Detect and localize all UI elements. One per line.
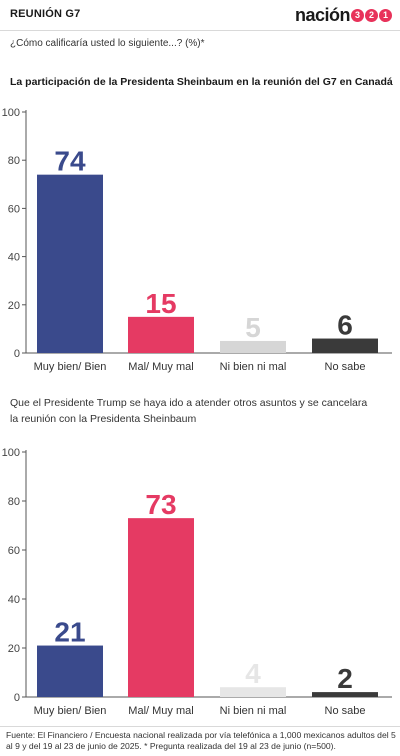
chart1-bar (312, 338, 378, 353)
chart2-title: Que el Presidente Trump se haya ido a at… (10, 397, 368, 425)
chart2-category-label: Muy bien/ Bien (34, 705, 107, 717)
chart1-y-tick-label: 100 (2, 107, 20, 119)
chart2-category-label: Ni bien ni mal (220, 705, 287, 717)
footer: Fuente: El Financiero / Encuesta naciona… (0, 726, 400, 756)
chart2-y-tick-label: 0 (14, 692, 20, 704)
chart2-value-label: 4 (245, 658, 261, 689)
logo-word: nación (294, 4, 351, 25)
chart1-y-tick-label: 40 (8, 252, 20, 264)
chart1-category-label: Mal/ Muy mal (128, 361, 193, 373)
chart1-y-tick-label: 60 (8, 203, 20, 215)
chart2-bar (312, 692, 378, 697)
chart1-bar (220, 340, 286, 353)
chart2-value-label: 73 (145, 489, 176, 520)
chart1-title: La participación de la Presidenta Sheinb… (10, 76, 393, 88)
chart2-y-tick-label: 40 (8, 594, 20, 606)
chart2-y-tick-label: 20 (8, 643, 20, 655)
chart2-y-tick-label: 100 (2, 447, 20, 459)
chart1-value-label: 5 (245, 312, 261, 343)
chart1-bar (128, 316, 194, 353)
chart2-bar (128, 518, 194, 697)
chart1-value-label: 15 (145, 288, 176, 319)
header-bar: REUNIÓN G7 nación 3 2 1 (0, 0, 400, 31)
chart2-category-label: No sabe (325, 705, 366, 717)
brand-logo: nación 3 2 1 (295, 4, 392, 26)
chart1-y-tick-label: 0 (14, 348, 20, 360)
chart2-bar (37, 645, 103, 697)
survey-question: ¿Cómo calificaría usted lo siguiente...?… (10, 38, 205, 49)
chart1-y-tick-label: 80 (8, 155, 20, 167)
chart1-category-label: Muy bien/ Bien (34, 361, 107, 373)
chart1-value-label: 74 (54, 146, 86, 177)
logo-digit-1: 3 (351, 8, 364, 22)
chart1-svg: 0 20 40 60 80 100 74 Muy bien/ Bien 15 Mal/ Muy m… (2, 107, 392, 373)
chart1-category-label: No sabe (325, 361, 366, 373)
chart1-y-tick-label: 20 (8, 300, 20, 312)
chart2-category-label: Mal/ Muy mal (128, 705, 193, 717)
chart1-category-label: Ni bien ni mal (220, 361, 287, 373)
footer-source: Fuente: El Financiero / Encuesta naciona… (6, 730, 396, 751)
chart1-value-label: 6 (337, 310, 353, 341)
chart1-bar (37, 174, 103, 353)
chart2-bar (220, 687, 286, 697)
chart2-svg: 0 20 40 60 80 100 21 Muy bien/ Bien 73 Mal/ Muy m… (2, 447, 392, 717)
logo-digit-2: 2 (365, 8, 378, 22)
logo-digit-3: 1 (379, 8, 392, 22)
chart2-y-tick-label: 80 (8, 496, 20, 508)
chart2-y-tick-label: 60 (8, 545, 20, 557)
section-title: REUNIÓN G7 (10, 8, 81, 20)
chart2-value-label: 2 (337, 663, 353, 694)
chart2-value-label: 21 (54, 617, 85, 648)
